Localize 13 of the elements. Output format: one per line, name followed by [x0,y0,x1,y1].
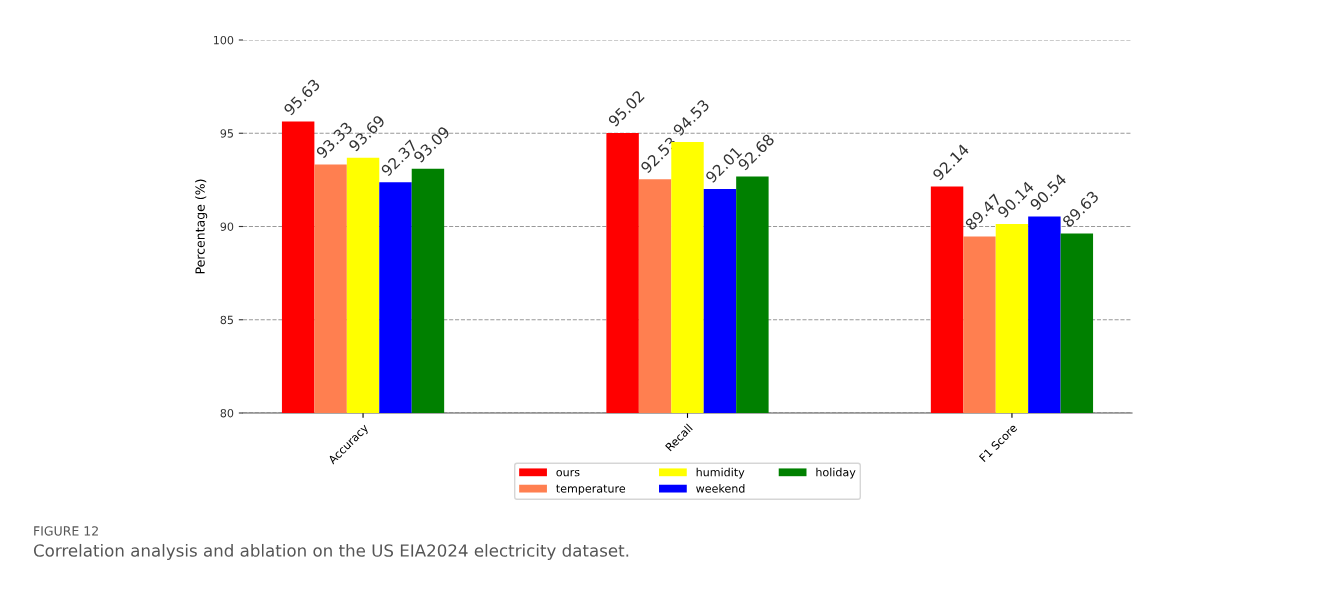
legend-label: ours [556,469,580,477]
y-tick-label: 95 [220,129,233,138]
text: Correlation analysis and ablation on the US EIA2024 electricity dataset. [33,543,629,561]
legend-label: temperature [556,484,626,495]
y-axis-title: Percentage (%) [195,179,208,274]
legend-label: weekend [696,484,745,493]
y-tick-label: 80 [220,408,234,418]
caption: FIGURE 12 [34,526,98,536]
y-tick-label: 85 [220,315,233,325]
legend-label: holiday [816,467,856,479]
y-tick-label: 100 [213,35,234,45]
y-tick-label: 90 [220,222,234,231]
legend-label: humidity [696,467,745,479]
